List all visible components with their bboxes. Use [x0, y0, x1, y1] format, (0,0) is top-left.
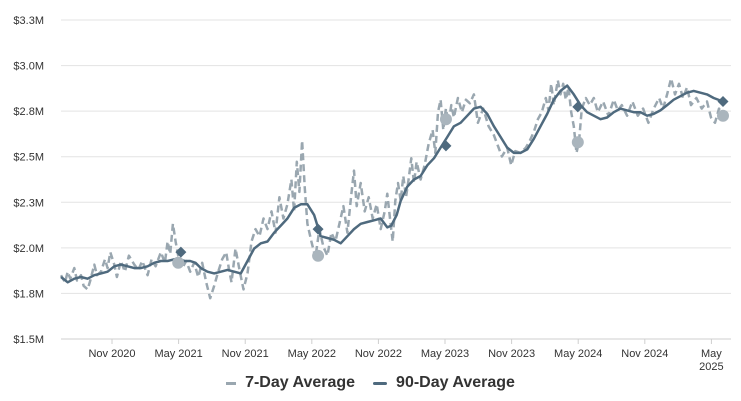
diamond-marker [312, 223, 324, 235]
dashed-line-symbol [226, 381, 237, 385]
x-tick-label: May 2025 [699, 348, 723, 372]
y-tick-label: $3.3M [13, 15, 44, 27]
x-tick-label: Nov 2020 [88, 348, 135, 360]
legend-label-7-day: 7-Day Average [245, 374, 356, 391]
diamond-marker [572, 101, 584, 113]
x-tick-label: May 2024 [554, 348, 602, 360]
line-chart: $1.5M $1.8M $2.0M $2.3M $2.5M $2.8M $3.0M $3.3M… [13, 15, 731, 372]
x-tick-label: Nov 2024 [621, 348, 668, 360]
circle-marker [571, 136, 584, 149]
legend-label-90-day: 90-Day Average [396, 374, 515, 391]
x-tick-label: Nov 2021 [222, 348, 269, 360]
x-tick-label: Nov 2023 [488, 348, 535, 360]
series-line-90-day-average [60, 84, 724, 284]
chart-legend: 7-Day Average 90-Day Average [0, 372, 741, 394]
x-tick-label: Nov 2022 [355, 348, 402, 360]
x-tick-label: May 2021 [154, 348, 202, 360]
y-tick-label: $2.5M [13, 152, 44, 164]
circle-marker [312, 249, 325, 262]
x-tick-label: May 2023 [421, 348, 469, 360]
diamond-marker [175, 246, 187, 258]
diamond-marker [440, 140, 452, 152]
series-layer [59, 77, 725, 300]
y-tick-label: $1.5M [13, 334, 44, 346]
circle-marker [439, 113, 452, 126]
y-tick-label: $2.3M [13, 197, 44, 209]
diamond-marker [717, 96, 729, 108]
series-line-7-day-average [59, 77, 725, 300]
legend-item-7-day-average[interactable]: 7-Day Average [226, 374, 355, 392]
circle-marker [172, 256, 185, 269]
y-tick-label: $2.0M [13, 243, 44, 255]
y-tick-label: $3.0M [13, 61, 44, 73]
solid-line-symbol [373, 381, 388, 385]
y-axis: $1.5M $1.8M $2.0M $2.3M $2.5M $2.8M $3.0M $3.3M [13, 15, 44, 346]
y-tick-label: $1.8M [13, 288, 44, 300]
x-tick-label: May 2022 [288, 348, 336, 360]
grid-lines [61, 19, 731, 340]
markers-layer [172, 96, 729, 269]
circle-marker [717, 109, 729, 122]
y-tick-label: $2.8M [13, 106, 44, 118]
x-axis: Nov 2020 May 2021 Nov 2021 May 2022 Nov 2022… [61, 338, 731, 372]
legend-item-90-day-average[interactable]: 90-Day Average [373, 374, 515, 392]
